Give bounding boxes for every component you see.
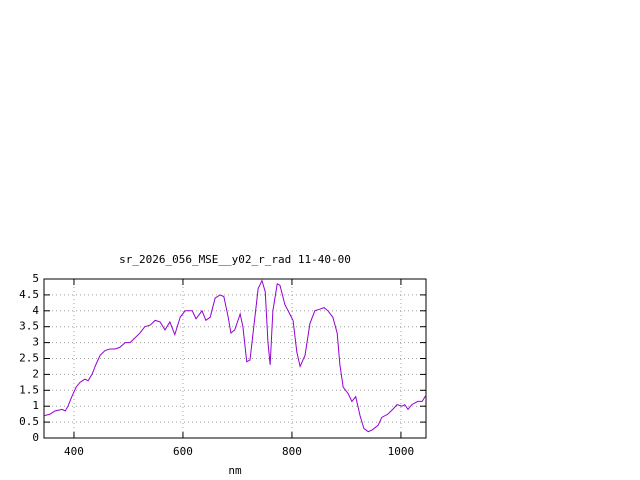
y-tick-label: 3.5 [19, 320, 39, 333]
y-tick-label: 3 [32, 336, 39, 349]
chart-title: sr_2026_056_MSE__y02_r_rad 11-40-00 [119, 253, 351, 266]
y-tick-label: 1.5 [19, 383, 39, 396]
data-line [43, 279, 427, 433]
plot-border [43, 278, 427, 439]
y-tick-label: 1 [32, 399, 39, 412]
y-tick-label: 0 [32, 431, 39, 444]
x-tick-label: 400 [64, 445, 84, 458]
y-tick-label: 4.5 [19, 288, 39, 301]
x-tick-label: 800 [282, 445, 302, 458]
y-tick-label: 2 [32, 367, 39, 380]
x-tick-label: 1000 [388, 445, 415, 458]
x-tick-label: 600 [173, 445, 193, 458]
y-tick-label: 5 [32, 272, 39, 285]
y-tick-label: 4 [32, 304, 39, 317]
y-tick-label: 0.5 [19, 415, 39, 428]
y-tick-label: 2.5 [19, 352, 39, 365]
x-axis-label: nm [228, 464, 242, 477]
